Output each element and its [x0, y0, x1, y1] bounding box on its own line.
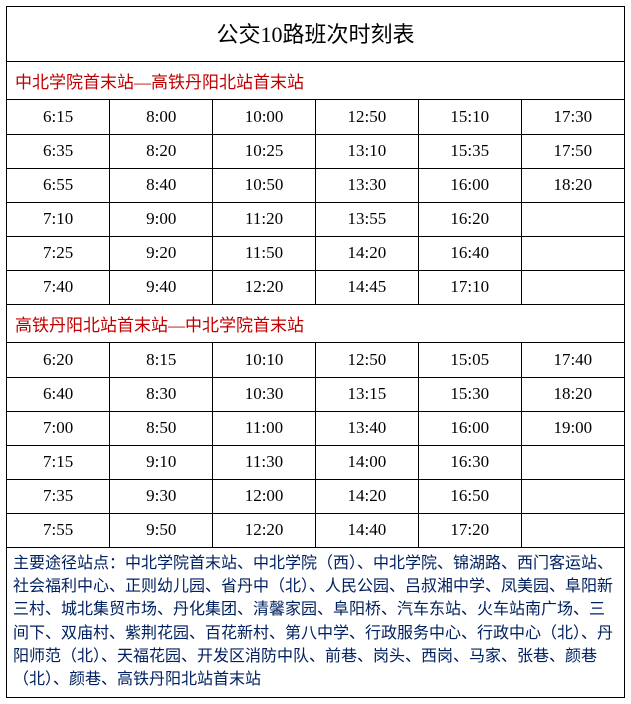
- time-cell: 12:20: [213, 513, 316, 547]
- time-cell: 17:20: [418, 513, 521, 547]
- time-cell: 9:00: [110, 202, 213, 236]
- time-cell: 13:30: [315, 168, 418, 202]
- time-cell: 9:40: [110, 270, 213, 304]
- time-cell: 12:50: [315, 100, 418, 134]
- time-cell: 15:05: [418, 343, 521, 377]
- time-cell: 14:45: [315, 270, 418, 304]
- time-cell: 10:00: [213, 100, 316, 134]
- time-cell: 6:40: [7, 377, 110, 411]
- time-cell: 11:30: [213, 445, 316, 479]
- time-cell: 11:50: [213, 236, 316, 270]
- time-cell: 10:10: [213, 343, 316, 377]
- time-cell: 15:10: [418, 100, 521, 134]
- time-cell: [521, 202, 624, 236]
- time-cell: 12:00: [213, 479, 316, 513]
- time-cell: 18:20: [521, 377, 624, 411]
- time-cell: 8:30: [110, 377, 213, 411]
- table-row: 7:25 9:20 11:50 14:20 16:40: [7, 236, 624, 270]
- table-row: 6:55 8:40 10:50 13:30 16:00 18:20: [7, 168, 624, 202]
- time-cell: 7:10: [7, 202, 110, 236]
- route-stops-notes: 主要途径站点：中北学院首末站、中北学院（西）、中北学院、锦湖路、西门客运站、社会…: [7, 547, 624, 697]
- time-cell: 12:50: [315, 343, 418, 377]
- time-cell: [521, 445, 624, 479]
- time-cell: 16:40: [418, 236, 521, 270]
- time-cell: 15:30: [418, 377, 521, 411]
- schedule-container: 公交10路班次时刻表 中北学院首末站—高铁丹阳北站首末站 6:15 8:00 1…: [6, 6, 625, 698]
- time-cell: 6:20: [7, 343, 110, 377]
- table-row: 7:35 9:30 12:00 14:20 16:50: [7, 479, 624, 513]
- time-cell: [521, 236, 624, 270]
- table-row: 6:40 8:30 10:30 13:15 15:30 18:20: [7, 377, 624, 411]
- time-cell: 7:15: [7, 445, 110, 479]
- time-cell: [521, 270, 624, 304]
- page-title: 公交10路班次时刻表: [7, 7, 624, 62]
- time-cell: 6:55: [7, 168, 110, 202]
- table-row: 7:10 9:00 11:20 13:55 16:20: [7, 202, 624, 236]
- time-cell: 17:50: [521, 134, 624, 168]
- time-cell: 10:30: [213, 377, 316, 411]
- direction-header-2: 高铁丹阳北站首末站—中北学院首末站: [7, 304, 624, 343]
- time-cell: 18:20: [521, 168, 624, 202]
- time-cell: 13:40: [315, 411, 418, 445]
- time-cell: 9:20: [110, 236, 213, 270]
- time-cell: 10:50: [213, 168, 316, 202]
- time-cell: 12:20: [213, 270, 316, 304]
- direction-header-1: 中北学院首末站—高铁丹阳北站首末站: [7, 62, 624, 100]
- table-row: 6:15 8:00 10:00 12:50 15:10 17:30: [7, 100, 624, 134]
- time-cell: 17:30: [521, 100, 624, 134]
- time-cell: 14:00: [315, 445, 418, 479]
- time-cell: 14:20: [315, 479, 418, 513]
- time-cell: 9:30: [110, 479, 213, 513]
- table-row: 7:15 9:10 11:30 14:00 16:30: [7, 445, 624, 479]
- time-cell: 6:15: [7, 100, 110, 134]
- time-cell: 19:00: [521, 411, 624, 445]
- time-cell: 10:25: [213, 134, 316, 168]
- time-cell: 7:25: [7, 236, 110, 270]
- time-cell: 7:55: [7, 513, 110, 547]
- time-cell: 7:40: [7, 270, 110, 304]
- timetable-2: 6:20 8:15 10:10 12:50 15:05 17:40 6:40 8…: [7, 343, 624, 547]
- time-cell: 13:15: [315, 377, 418, 411]
- time-cell: 14:40: [315, 513, 418, 547]
- time-cell: 9:50: [110, 513, 213, 547]
- time-cell: 8:50: [110, 411, 213, 445]
- table-row: 7:55 9:50 12:20 14:40 17:20: [7, 513, 624, 547]
- time-cell: 16:50: [418, 479, 521, 513]
- time-cell: 16:20: [418, 202, 521, 236]
- time-cell: 7:35: [7, 479, 110, 513]
- table-row: 6:20 8:15 10:10 12:50 15:05 17:40: [7, 343, 624, 377]
- time-cell: 6:35: [7, 134, 110, 168]
- table-row: 7:40 9:40 12:20 14:45 17:10: [7, 270, 624, 304]
- timetable-1: 6:15 8:00 10:00 12:50 15:10 17:30 6:35 8…: [7, 100, 624, 304]
- table-row: 7:00 8:50 11:00 13:40 16:00 19:00: [7, 411, 624, 445]
- time-cell: 15:35: [418, 134, 521, 168]
- time-cell: 9:10: [110, 445, 213, 479]
- time-cell: 7:00: [7, 411, 110, 445]
- time-cell: 16:30: [418, 445, 521, 479]
- table-row: 6:35 8:20 10:25 13:10 15:35 17:50: [7, 134, 624, 168]
- time-cell: 11:20: [213, 202, 316, 236]
- time-cell: 8:00: [110, 100, 213, 134]
- time-cell: [521, 513, 624, 547]
- time-cell: 13:55: [315, 202, 418, 236]
- time-cell: 14:20: [315, 236, 418, 270]
- time-cell: 13:10: [315, 134, 418, 168]
- time-cell: 8:40: [110, 168, 213, 202]
- time-cell: 16:00: [418, 168, 521, 202]
- time-cell: 8:15: [110, 343, 213, 377]
- time-cell: [521, 479, 624, 513]
- time-cell: 17:10: [418, 270, 521, 304]
- time-cell: 8:20: [110, 134, 213, 168]
- time-cell: 17:40: [521, 343, 624, 377]
- time-cell: 11:00: [213, 411, 316, 445]
- time-cell: 16:00: [418, 411, 521, 445]
